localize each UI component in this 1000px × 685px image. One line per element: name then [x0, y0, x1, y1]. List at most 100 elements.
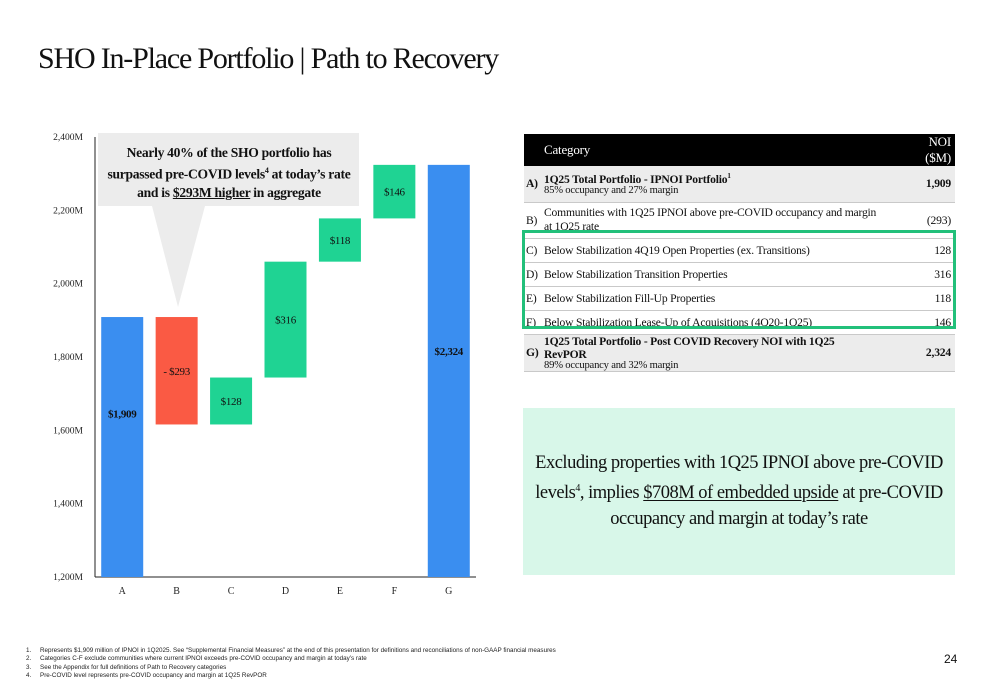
bar-c [210, 377, 253, 425]
row-value: 146 [883, 310, 955, 335]
summary-highlight: $708M of embedded upside [643, 483, 839, 504]
summary-footnote-ref: 4 [575, 483, 580, 495]
footnote-number: 3. [26, 663, 32, 671]
table-row-g: G) 1Q25 Total Portfolio - Post COVID Rec… [524, 334, 955, 372]
bar-g [427, 164, 470, 577]
data-label-a: $1,909 [108, 409, 137, 421]
callout-line-2: surpassed pre-COVID levels4 at today’s r… [100, 162, 358, 184]
bar-e [318, 218, 361, 262]
footnote-2: 2. Categories C-F exclude communities whe… [26, 655, 556, 663]
summary-text: Excluding properties with 1Q25 IPNOI abo… [535, 451, 943, 531]
bar-b [155, 317, 198, 425]
x-tick-label: G [445, 586, 452, 597]
footnote-text: Represents $1,909 million of IPNOI in 1Q… [40, 647, 556, 654]
header-noi: NOI ($M) [883, 134, 955, 166]
x-tick-label: F [392, 586, 398, 597]
y-tick-label: 2,000M [53, 280, 83, 290]
row-value: 2,324 [883, 334, 955, 372]
data-label-e: $118 [330, 235, 351, 247]
callout-highlight: $293M higher [172, 185, 251, 201]
x-tick-label: D [282, 586, 289, 597]
bar-a [101, 317, 144, 577]
header-category: Category [524, 134, 884, 166]
table-row-e: E) Below Stabilization Fill-Up Propertie… [524, 286, 955, 311]
callout-footnote-ref: 4 [264, 166, 269, 176]
row-value-underlined: 146 [934, 315, 951, 329]
summary-box: Excluding properties with 1Q25 IPNOI abo… [523, 408, 955, 575]
callout-bubble [98, 133, 359, 308]
summary-line-2-mid: , implies [579, 483, 644, 504]
callout-line-1: Nearly 40% of the SHO portfolio has [126, 145, 332, 160]
x-tick-label: A [119, 586, 127, 597]
footnote-4: 4. Pre-COVID level represents pre-COVID o… [26, 672, 556, 680]
table-row-c: C) Below Stabilization 4Q19 Open Propert… [524, 238, 955, 263]
callout-line-2-pre: surpassed pre-COVID levels [107, 166, 266, 182]
data-label-c: $128 [221, 396, 243, 408]
footnote-text: Pre-COVID level represents pre-COVID occ… [40, 672, 267, 680]
callout-line-3-post: in aggregate [250, 185, 321, 201]
page-number: 24 [944, 652, 958, 666]
callout-line-2-post: at today’s rate [268, 166, 351, 182]
row-value: 118 [883, 286, 955, 311]
data-label-b: - $293 [163, 366, 190, 378]
table-row-a: A) 1Q25 Total Portfolio - IPNOI Portfoli… [524, 166, 955, 203]
footnote-1: 1. Represents $1,909 million of IPNOI in … [26, 647, 556, 655]
noi-table: Category NOI ($M) A) 1Q25 Total Portfoli… [524, 134, 955, 372]
row-label: 1Q25 Total Portfolio - Post COVID Recove… [540, 334, 884, 372]
y-tick-label: 2,400M [53, 133, 83, 143]
footnote-text: Categories C-F exclude communities where… [40, 655, 367, 663]
row-subtext: 89% occupancy and 32% margin [544, 359, 679, 371]
y-tick-label: 1,800M [53, 353, 83, 363]
summary-line-2-pre: levels [535, 483, 576, 504]
row-letter: F) [524, 310, 540, 335]
table-row-b: B) Communities with 1Q25 IPNOI above pre… [524, 202, 955, 239]
y-tick-label: 1,200M [53, 573, 83, 583]
footnote-number: 2. [26, 655, 32, 663]
row-letter: D) [524, 262, 540, 287]
footnote-number: 4. [26, 672, 32, 680]
data-label-d: $316 [275, 315, 297, 327]
row-value: (293) [883, 202, 955, 239]
summary-line-2-post: at pre-COVID [838, 483, 943, 504]
x-tick-label: E [337, 586, 343, 597]
row-label: 1Q25 Total Portfolio - IPNOI Portfolio1 8… [540, 166, 884, 203]
callout-line-3-pre: and is [137, 185, 173, 201]
y-tick-label: 2,200M [53, 206, 83, 216]
row-letter: C) [524, 238, 540, 263]
row-label: Below Stabilization Lease-Up of Acquisit… [540, 310, 884, 335]
row-letter: B) [524, 202, 540, 239]
x-tick-label: B [173, 586, 180, 597]
row-letter: G) [524, 334, 540, 372]
slide-title: SHO In-Place Portfolio | Path to Recover… [38, 42, 499, 75]
data-label-g: $2,324 [435, 346, 464, 358]
summary-line-3: occupancy and margin at today’s rate [610, 508, 868, 529]
row-value: 128 [883, 238, 955, 263]
x-tick-label: C [228, 586, 235, 597]
data-label-f: $146 [384, 187, 406, 199]
row-label: Below Stabilization Transition Propertie… [540, 262, 884, 287]
footnote-text: See the Appendix for full definitions of… [40, 663, 227, 671]
callout-text: Nearly 40% of the SHO portfolio has surp… [100, 144, 358, 203]
y-tick-label: 1,400M [53, 500, 83, 510]
summary-line-2: levels4, implies $708M of embedded upsid… [535, 476, 943, 506]
row-label: Below Stabilization Fill-Up Properties [540, 286, 884, 311]
table-row-f: F) Below Stabilization Lease-Up of Acqui… [524, 310, 955, 335]
bar-d [264, 261, 307, 378]
footnote-number: 1. [26, 647, 32, 654]
y-tick-label: 1,600M [53, 426, 83, 436]
row-subtext: 85% occupancy and 27% margin [544, 184, 679, 196]
table-row-d: D) Below Stabilization Transition Proper… [524, 262, 955, 287]
row-value: 316 [883, 262, 955, 287]
callout-line-3: and is $293M higher in aggregate [100, 184, 358, 202]
row-letter: E) [524, 286, 540, 311]
row-label-text: 1Q25 Total Portfolio - IPNOI Portfolio [544, 172, 728, 186]
footnote-3: 3. See the Appendix for full definitions … [26, 664, 556, 672]
summary-line-1: Excluding properties with 1Q25 IPNOI abo… [535, 453, 943, 474]
row-label: Below Stabilization 4Q19 Open Properties… [540, 238, 884, 263]
bar-f [373, 164, 416, 219]
row-label: Communities with 1Q25 IPNOI above pre-CO… [540, 202, 884, 239]
footnotes: 1. Represents $1,909 million of IPNOI in … [26, 647, 556, 681]
row-letter: A) [524, 166, 540, 203]
row-label-text: 1Q25 Total Portfolio - Post COVID Recove… [544, 334, 835, 361]
